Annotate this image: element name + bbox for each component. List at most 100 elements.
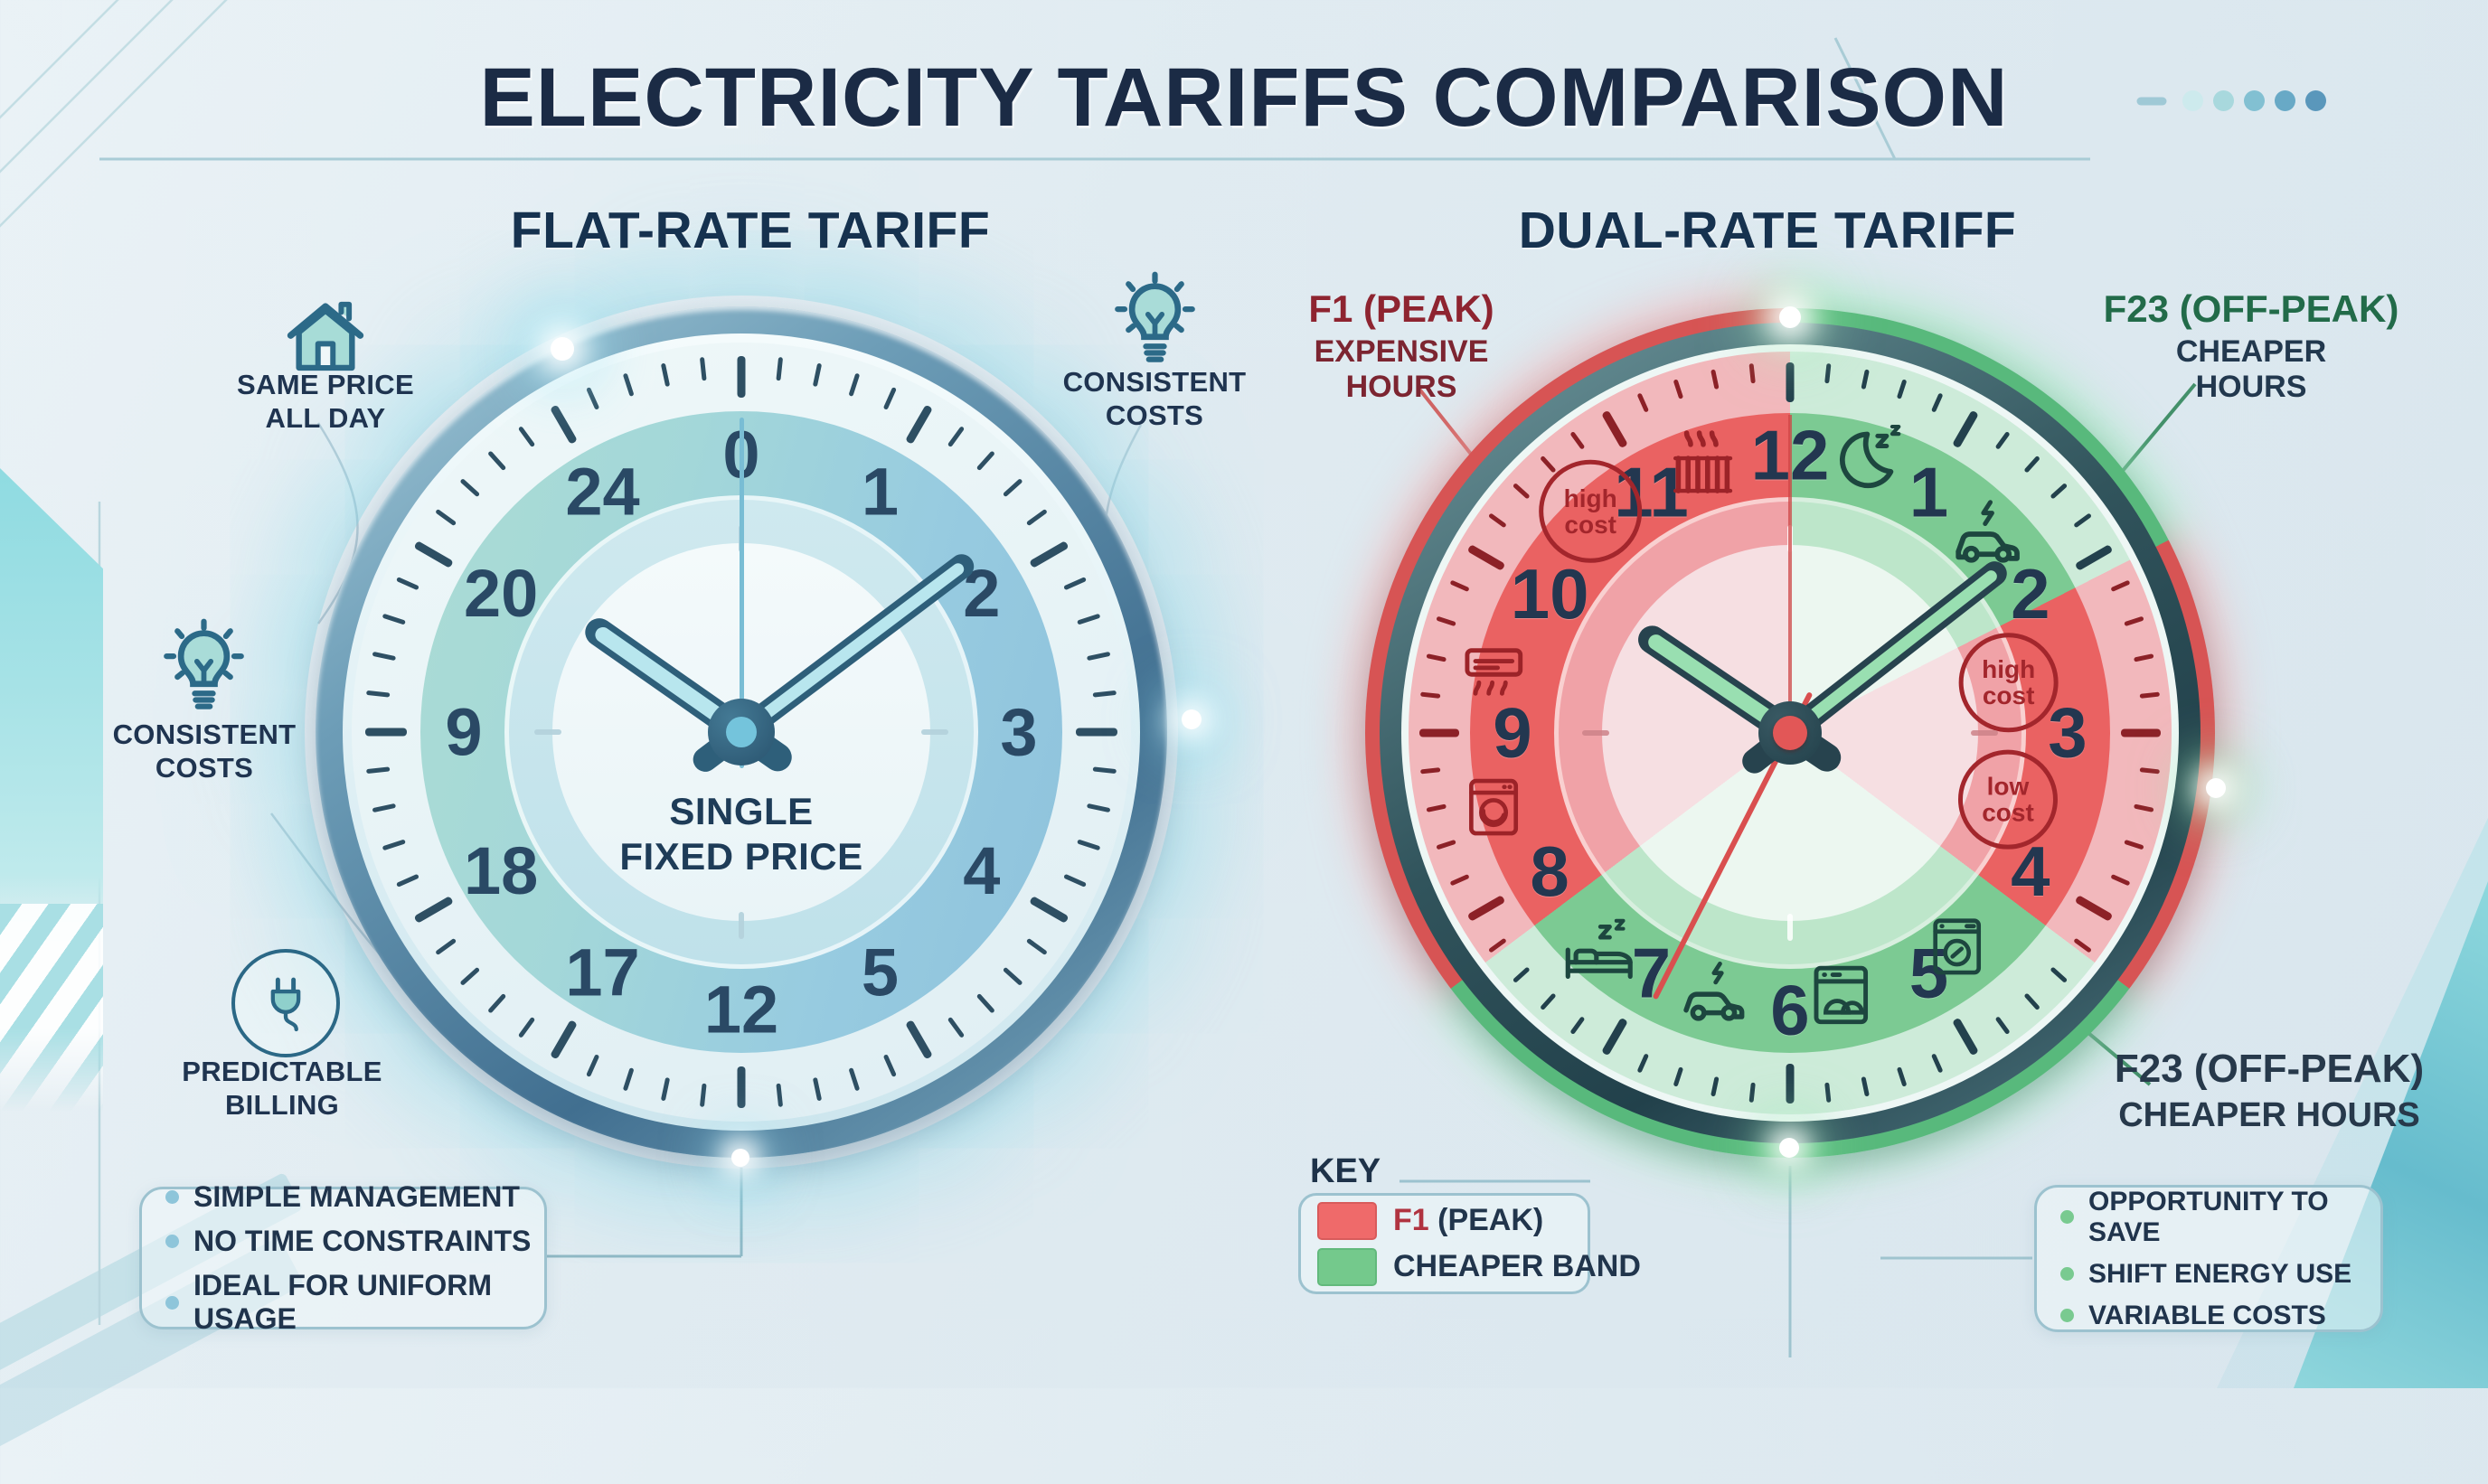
rim-highlight <box>1779 1138 1799 1158</box>
clock-number: 9 <box>1493 692 1532 773</box>
key-f1-strong: F1 <box>1393 1203 1429 1237</box>
plug-icon <box>231 949 340 1057</box>
bullet-dot <box>165 1190 179 1204</box>
benefit-text: IDEAL FOR UNIFORM USAGE <box>193 1269 493 1335</box>
bullet-dot <box>165 1235 179 1248</box>
rim-highlight <box>1779 306 1801 328</box>
clock-number: 17 <box>565 935 640 1010</box>
clock-number: 12 <box>703 972 779 1047</box>
benefit-text: VARIABLE COSTS <box>2088 1300 2326 1330</box>
left-edge-stripes <box>0 904 103 1112</box>
lightbulb-icon <box>152 616 256 720</box>
major-tick <box>737 1066 746 1108</box>
bullet-dot <box>2060 1309 2074 1322</box>
f23-offpeak-title: F23 (OFF-PEAK) <box>2103 287 2399 330</box>
major-tick <box>1786 1064 1795 1104</box>
clock-number: 24 <box>565 454 640 530</box>
clock-number: 1 <box>1908 452 1949 532</box>
washing-machine-icon <box>1457 771 1530 843</box>
house-icon <box>276 287 375 387</box>
clock-hub <box>708 699 775 765</box>
single-fixed-price-label: SINGLE FIXED PRICE <box>619 790 863 878</box>
dishwasher-icon <box>1803 957 1879 1033</box>
list-item: SHIFT ENERGY USE <box>2060 1259 2380 1290</box>
bullet-dot <box>165 1295 179 1310</box>
clock-number: 8 <box>1530 831 1569 911</box>
flat-rate-clock: 01234512171892024 SINGLE FIXED PRICE <box>310 301 1202 1167</box>
dual-rate-heading: DUAL-RATE TARIFF <box>1518 202 2017 259</box>
major-tick <box>1419 728 1459 737</box>
ev-car-icon <box>1946 493 2030 577</box>
f1-peak-label: F1 (PEAK) EXPENSIVE HOURS <box>1266 287 1537 405</box>
laundry-machine-icon <box>1921 910 1993 982</box>
clock-number: 6 <box>1770 970 1810 1050</box>
key-title: KEY <box>1310 1152 1381 1190</box>
bullet-dot <box>2060 1210 2074 1224</box>
inner-dash <box>739 912 744 939</box>
benefit-text: OPPORTUNITY TO SAVE <box>2088 1186 2329 1247</box>
f23-offpeak-label-bottom: F23 (OFF-PEAK) CHEAPER HOURS <box>2097 1047 2441 1135</box>
rim-highlight <box>731 1149 749 1167</box>
benefit-text: SIMPLE MANAGEMENT <box>193 1180 520 1213</box>
major-tick <box>365 728 407 737</box>
clock-number: 3 <box>2048 692 2087 773</box>
bed-icon <box>1560 913 1639 992</box>
ev-charging-car-icon <box>1675 953 1755 1033</box>
peak-red-swatch <box>1317 1201 1377 1240</box>
list-item: IDEAL FOR UNIFORM USAGE <box>165 1269 544 1336</box>
rim-highlight <box>1182 709 1202 729</box>
f23-offpeak-subtitle: CHEAPER HOURS <box>2175 334 2327 405</box>
offpeak-green-swatch <box>1317 1247 1377 1286</box>
inner-dash <box>1971 730 1998 736</box>
clock-number: 18 <box>463 833 539 908</box>
major-tick <box>1786 362 1795 402</box>
key-cheaper-band-label: CHEAPER BAND <box>1393 1249 1641 1283</box>
list-item: OPPORTUNITY TO SAVE <box>2060 1187 2380 1248</box>
page-title: ELECTRICITY TARIFFS COMPARISON <box>479 52 2009 144</box>
decor-lines <box>0 0 2197 1357</box>
clock-number: 20 <box>463 556 539 631</box>
list-item: SIMPLE MANAGEMENT <box>165 1180 544 1214</box>
badge-text: cost <box>1564 510 1616 539</box>
decor-dot-row <box>2182 90 2326 111</box>
major-tick <box>2121 728 2161 737</box>
clock-number: 3 <box>1000 694 1038 770</box>
benefit-text: SHIFT ENERGY USE <box>2088 1258 2352 1289</box>
flat-rate-benefits-box: SIMPLE MANAGEMENT NO TIME CONSTRAINTS ID… <box>139 1180 547 1335</box>
dual-rate-benefits-box: OPPORTUNITY TO SAVE SHIFT ENERGY USE VAR… <box>2034 1185 2383 1332</box>
rim-highlight <box>551 337 574 361</box>
flat-rate-heading: FLAT-RATE TARIFF <box>510 202 991 259</box>
key-item-cheaper-band: CHEAPER BAND <box>1317 1247 1641 1286</box>
key-item-f1-peak: F1 (PEAK) <box>1317 1201 1571 1240</box>
major-tick <box>1076 728 1117 737</box>
list-item: NO TIME CONSTRAINTS <box>165 1225 544 1258</box>
clock-number: 10 <box>1510 554 1589 634</box>
key-f1-rest: (PEAK) <box>1428 1203 1544 1237</box>
benefit-text: NO TIME CONSTRAINTS <box>193 1225 532 1257</box>
same-price-label: SAME PRICE ALL DAY <box>237 369 414 434</box>
inner-dash <box>921 729 948 735</box>
high-cost-badge: high cost <box>1539 459 1643 563</box>
badge-text: high <box>1982 654 2036 683</box>
lightbulb-icon <box>1103 269 1207 373</box>
decor-dot <box>2182 90 2203 111</box>
dual-rate-clock: 12 1 2 3 4 5 6 7 8 9 10 11 high cost high cost low cost <box>1349 292 2231 1174</box>
predictable-billing-label: PREDICTABLE BILLING <box>182 1056 382 1121</box>
zone-divider-line <box>1788 415 1792 733</box>
decor-dot <box>2275 90 2295 111</box>
clock-number: 4 <box>963 833 1001 908</box>
f23-offpeak-subtitle: CHEAPER HOURS <box>2118 1095 2420 1134</box>
clock-hub <box>1758 701 1822 765</box>
high-cost-badge: high cost <box>1958 633 2059 733</box>
bullet-dot <box>2060 1267 2074 1281</box>
clock-number: 9 <box>445 694 483 770</box>
key-legend: KEY F1 (PEAK) CHEAPER BAND <box>1298 1152 1641 1294</box>
consistent-costs-label: CONSISTENT COSTS <box>1062 366 1247 431</box>
decor-dot <box>2213 90 2234 111</box>
decor-dot <box>2244 90 2265 111</box>
clock-number: 2 <box>2011 554 2050 634</box>
f23-offpeak-label-top: F23 (OFF-PEAK) CHEAPER HOURS <box>2070 287 2432 405</box>
major-tick <box>737 356 746 398</box>
list-item: VARIABLE COSTS <box>2060 1301 2380 1331</box>
